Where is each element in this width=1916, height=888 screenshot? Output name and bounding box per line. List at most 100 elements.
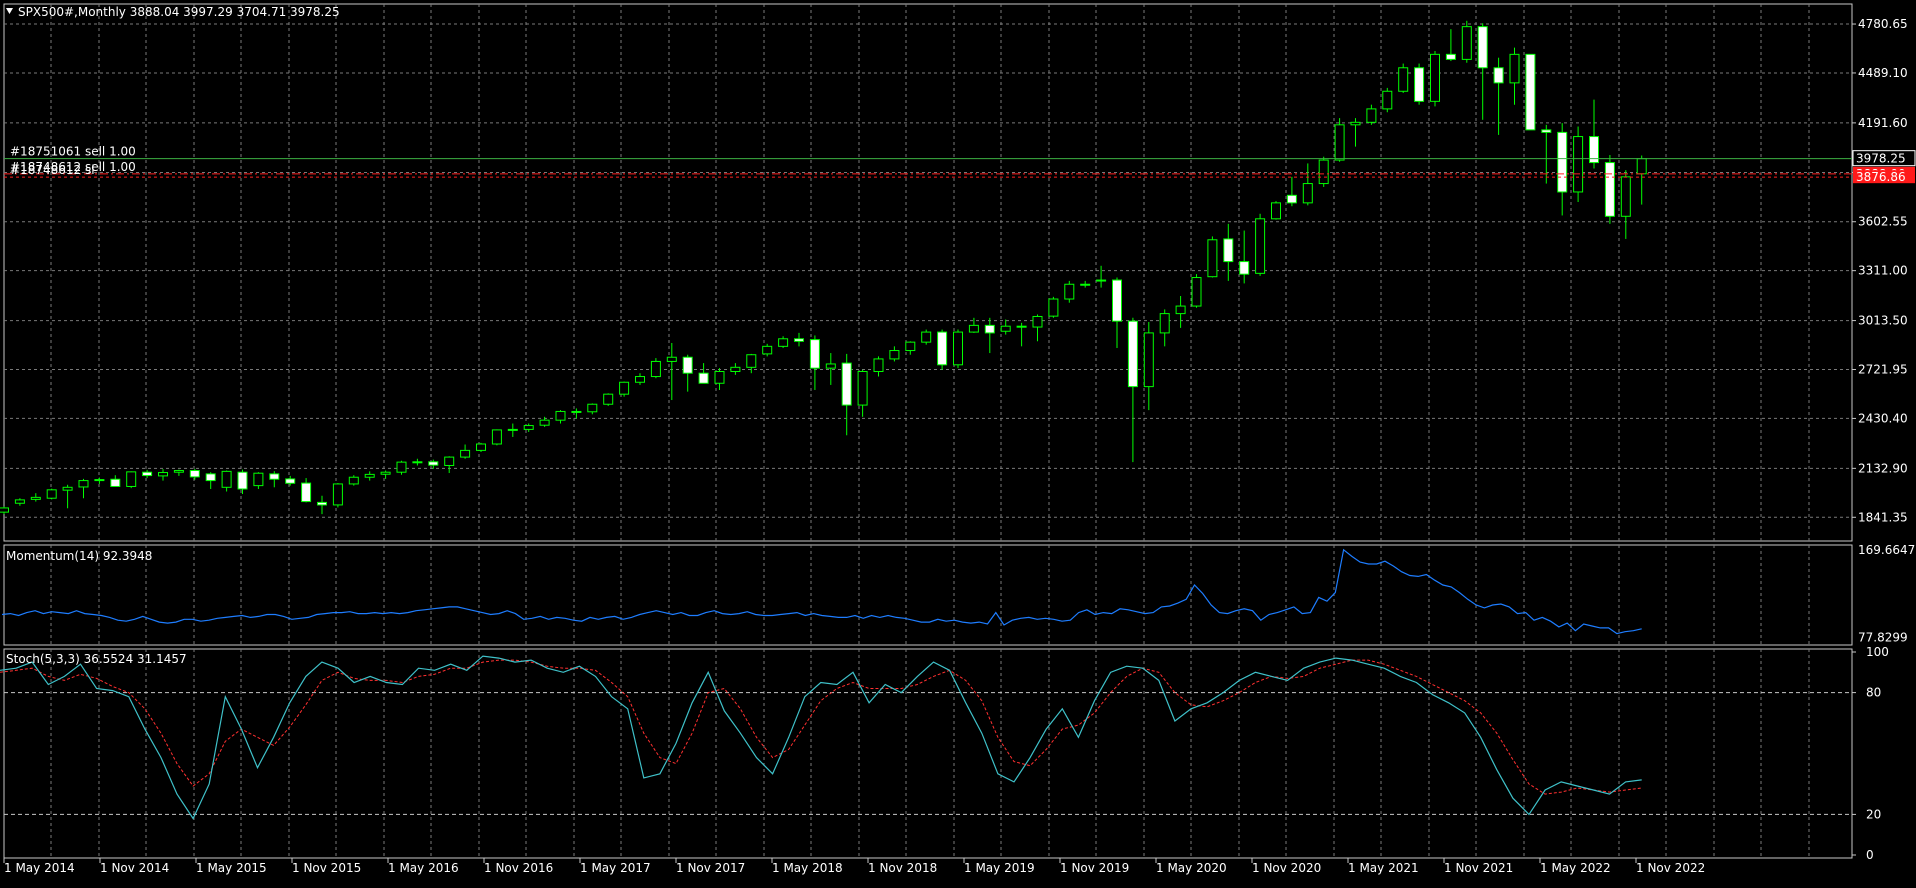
candle-bear[interactable] [1080, 283, 1091, 286]
candle-bull[interactable] [1207, 239, 1218, 278]
candle-bull[interactable] [778, 338, 789, 347]
candle-bull[interactable] [253, 472, 264, 487]
candle-bull[interactable] [1096, 279, 1107, 282]
candle-bear[interactable] [937, 331, 948, 366]
momentum-layer[interactable] [1, 548, 1642, 635]
candle-bull[interactable] [0, 507, 9, 513]
candle-bear[interactable] [841, 362, 852, 406]
candle-bear[interactable] [285, 478, 296, 484]
candle-bear[interactable] [984, 324, 995, 334]
candle-bear[interactable] [110, 478, 121, 487]
candle-bear[interactable] [142, 471, 153, 477]
candle-bull[interactable] [158, 472, 168, 477]
candle-bear[interactable] [1414, 67, 1425, 102]
candle-bull[interactable] [491, 429, 502, 445]
candle-bull[interactable] [1334, 124, 1345, 161]
order-label[interactable]: #18748612 sl [10, 163, 95, 177]
candle-bull[interactable] [1048, 298, 1059, 317]
chart-menu-triangle-icon[interactable] [6, 8, 13, 14]
candle-bull[interactable] [1461, 26, 1472, 60]
candle-bull[interactable] [539, 419, 550, 426]
candle-bear[interactable] [698, 372, 709, 384]
candle-bull[interactable] [126, 471, 137, 487]
candle-bull[interactable] [1302, 183, 1313, 204]
candle-bull[interactable] [396, 461, 407, 473]
candle-bear[interactable] [571, 410, 582, 413]
candle-bull[interactable] [1032, 315, 1043, 328]
candle-bear[interactable] [301, 482, 312, 503]
candle-bear[interactable] [1541, 129, 1552, 133]
candle-bear[interactable] [1286, 194, 1297, 204]
candle-bull[interactable] [1573, 136, 1584, 193]
candle-bull[interactable] [714, 371, 725, 384]
stochastic-signal-line[interactable] [0, 659, 1642, 795]
momentum-line[interactable] [1, 548, 1642, 635]
candle-bull[interactable] [587, 403, 598, 413]
candle-bull[interactable] [1175, 305, 1186, 315]
candle-bull[interactable] [619, 381, 630, 395]
candle-bear[interactable] [794, 338, 804, 342]
candle-bear[interactable] [317, 501, 327, 506]
candle-bull[interactable] [1143, 332, 1154, 388]
candle-bull[interactable] [1271, 202, 1281, 220]
candle-bear[interactable] [1127, 320, 1138, 388]
candle-bull[interactable] [1636, 158, 1647, 175]
candle-bull[interactable] [62, 486, 73, 491]
candle-bear[interactable] [237, 471, 248, 490]
candle-bear[interactable] [269, 473, 280, 480]
candle-bull[interactable] [1350, 121, 1361, 126]
candle-bull[interactable] [1255, 218, 1266, 274]
candle-bear[interactable] [1525, 53, 1536, 131]
candle-bull[interactable] [94, 479, 105, 482]
candle-bear[interactable] [1604, 162, 1615, 217]
candle-bull[interactable] [460, 449, 471, 458]
candle-bull[interactable] [666, 356, 677, 362]
candle-bull[interactable] [78, 480, 89, 488]
candle-bear[interactable] [1223, 238, 1234, 263]
candle-bull[interactable] [730, 366, 741, 373]
candle-bull[interactable] [921, 331, 932, 343]
candle-bear[interactable] [1239, 261, 1250, 275]
candle-bull[interactable] [412, 461, 423, 464]
candle-bull[interactable] [650, 360, 661, 378]
candle-bull[interactable] [1159, 313, 1170, 334]
candle-bull[interactable] [1000, 325, 1011, 332]
stochastic-main-line[interactable] [0, 655, 1642, 820]
price-layer[interactable]: #18751061 sell 1.00#18748612 sell 1.00#1… [0, 20, 1852, 515]
candle-bull[interactable] [1064, 283, 1075, 300]
candle-bull[interactable] [476, 443, 486, 451]
candle-bull[interactable] [173, 470, 184, 473]
candle-bear[interactable] [1112, 279, 1122, 322]
candle-bull[interactable] [523, 425, 534, 430]
candle-bear[interactable] [1016, 325, 1027, 328]
candle-bull[interactable] [968, 324, 979, 333]
order-label[interactable]: #18748612 sell 1.00 [10, 160, 136, 174]
candle-bull[interactable] [364, 473, 375, 478]
candle-bull[interactable] [380, 471, 391, 475]
candle-bull[interactable] [953, 331, 963, 366]
candle-bull[interactable] [603, 393, 614, 405]
candle-bull[interactable] [1509, 53, 1520, 84]
candle-bull[interactable] [1430, 53, 1440, 102]
candle-bear[interactable] [1477, 26, 1488, 69]
order-label[interactable]: #18751061 sell 1.00 [10, 145, 136, 159]
candle-bull[interactable] [348, 476, 359, 485]
candle-bull[interactable] [825, 363, 836, 369]
candle-bear[interactable] [1557, 131, 1568, 193]
candle-bull[interactable] [221, 470, 232, 488]
candle-bull[interactable] [746, 354, 757, 368]
candle-bull[interactable] [14, 499, 25, 504]
candle-bull[interactable] [762, 345, 773, 355]
candle-bear[interactable] [1493, 67, 1504, 84]
candle-bull[interactable] [46, 489, 57, 499]
candle-bull[interactable] [635, 376, 645, 383]
candle-bear[interactable] [205, 473, 216, 482]
candle-bear[interactable] [809, 339, 820, 369]
candle-bear[interactable] [682, 356, 693, 374]
candle-bull[interactable] [1191, 277, 1202, 307]
candle-bear[interactable] [1589, 136, 1599, 164]
candle-bull[interactable] [1620, 176, 1631, 217]
candle-bear[interactable] [1445, 53, 1456, 60]
candle-bull[interactable] [905, 341, 916, 352]
